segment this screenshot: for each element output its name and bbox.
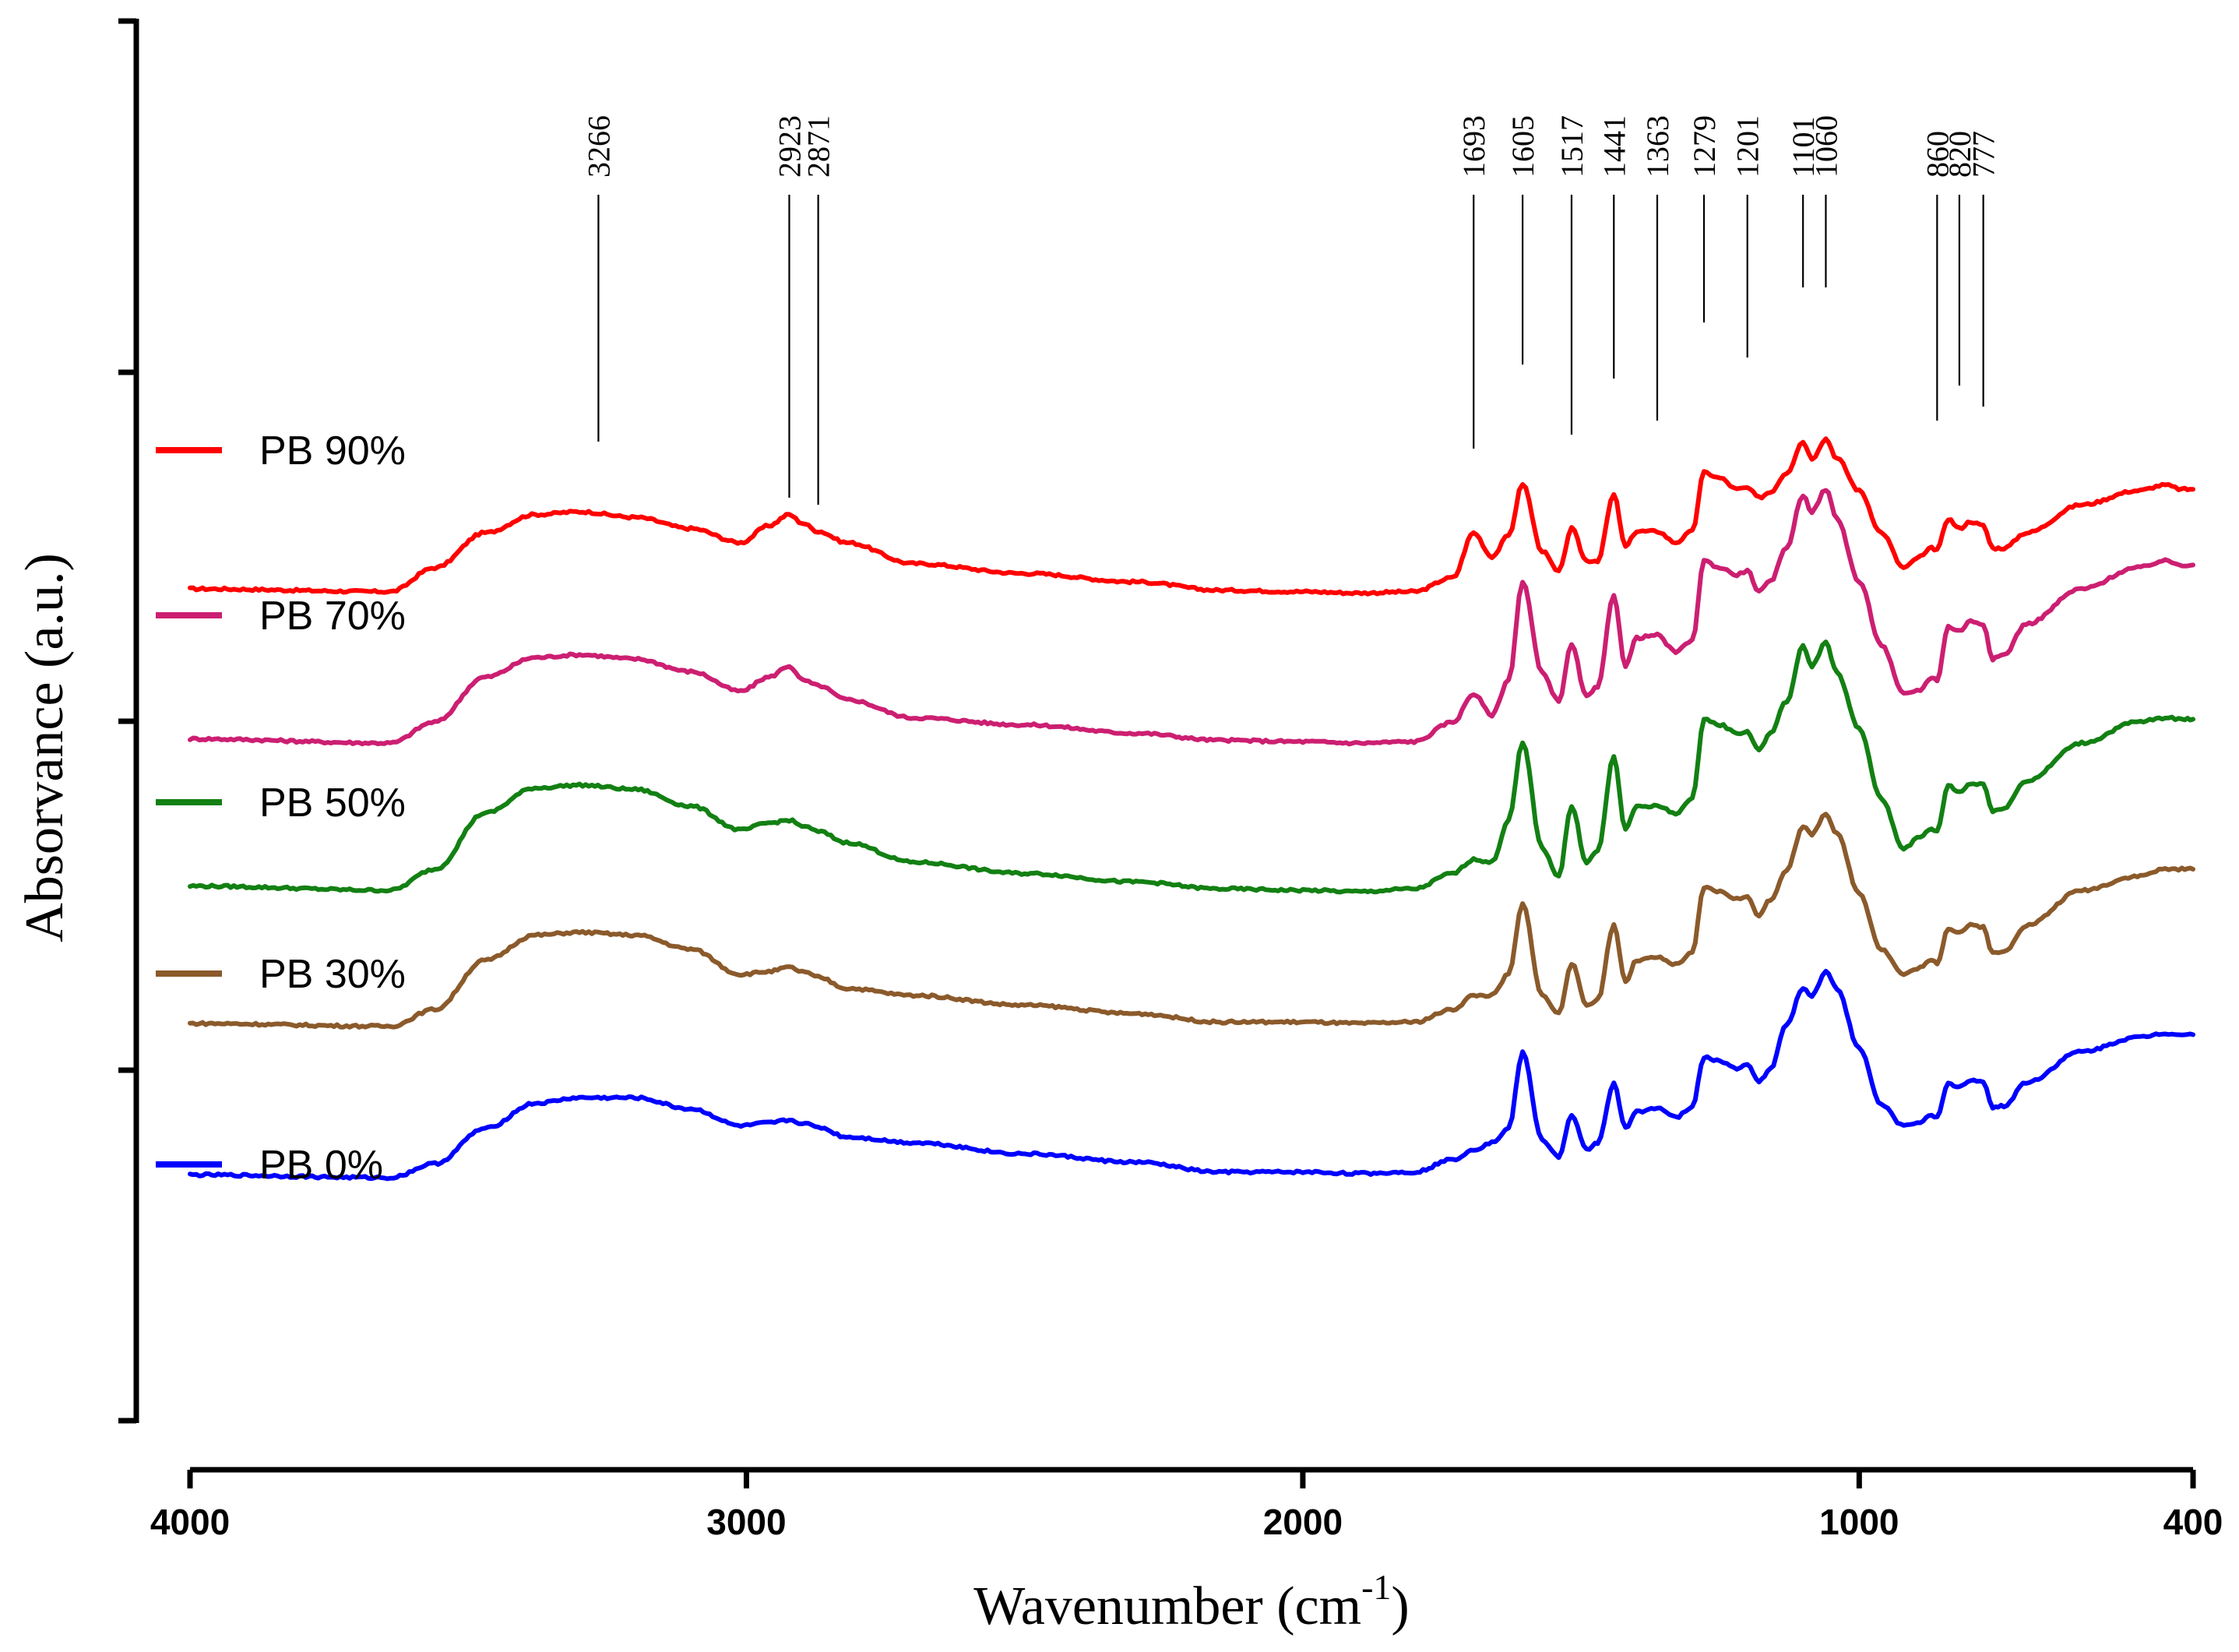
peak-label: 1101 <box>1786 116 1821 178</box>
peak-label: 3266 <box>581 115 616 178</box>
x-tick-label: 400 <box>2163 1502 2223 1542</box>
legend-label: PB 90% <box>259 428 406 474</box>
peak-label: 777 <box>1966 131 2001 178</box>
y-axis-title: Absorvance (a.u.) <box>15 553 75 942</box>
peak-annotation: 3266 <box>581 115 616 442</box>
legend-item: PB 0% <box>156 1143 383 1188</box>
x-tick-label: 2000 <box>1263 1502 1343 1542</box>
peak-annotation: 820 <box>1942 131 1977 386</box>
legend: PB 90% PB 70% PB 50% PB 30% PB 0% <box>156 428 406 1188</box>
x-tick-label: 1000 <box>1819 1502 1899 1542</box>
legend-label: PB 30% <box>259 952 406 997</box>
peak-label: 2871 <box>801 115 836 178</box>
peak-label: 2923 <box>772 115 807 178</box>
peak-annotation: 1517 <box>1554 115 1589 435</box>
peak-annotation: 777 <box>1966 131 2001 407</box>
x-tick-label: 4000 <box>150 1502 230 1542</box>
peak-label: 1517 <box>1554 115 1589 178</box>
peak-label: 1363 <box>1640 115 1675 178</box>
x-axis-title: Wavenumber (cm-1) <box>973 1567 1409 1636</box>
peak-label: 1279 <box>1687 115 1722 178</box>
peak-label: 1060 <box>1808 115 1843 178</box>
series-line-pb0 <box>188 968 2195 1182</box>
peak-label: 820 <box>1942 131 1977 178</box>
x-axis: 4000 3000 2000 1000 400 Wavenumber (cm-1) <box>150 1467 2223 1636</box>
peak-annotation: 1279 <box>1687 115 1722 322</box>
x-tick-label: 3000 <box>706 1502 786 1542</box>
legend-label: PB 50% <box>259 780 406 826</box>
peak-annotation: 1441 <box>1597 115 1632 379</box>
peak-annotation: 860 <box>1920 131 1955 421</box>
peak-annotation: 1363 <box>1640 115 1675 421</box>
peak-label: 1201 <box>1730 115 1766 178</box>
peak-annotation: 1201 <box>1730 115 1766 358</box>
peak-annotation: 2871 <box>801 115 836 505</box>
series-line-pb70 <box>188 488 2195 747</box>
peak-annotation: 1693 <box>1456 115 1491 449</box>
peak-annotation: 1060 <box>1808 115 1843 287</box>
y-axis: Absorvance (a.u.) <box>15 18 139 1424</box>
peak-label: 1693 <box>1456 115 1491 178</box>
legend-label: PB 70% <box>259 594 406 639</box>
legend-item: PB 90% <box>156 428 406 474</box>
peak-label: 860 <box>1920 131 1955 178</box>
peak-label: 1605 <box>1505 115 1540 178</box>
legend-label: PB 0% <box>259 1143 383 1188</box>
series-line-pb50 <box>188 639 2195 895</box>
legend-item: PB 70% <box>156 594 406 639</box>
series-line-pb90 <box>188 436 2195 597</box>
legend-item: PB 50% <box>156 780 406 826</box>
peak-annotation: 2923 <box>772 115 807 498</box>
legend-item: PB 30% <box>156 952 406 997</box>
plot-area <box>188 436 2195 1182</box>
peak-annotation: 1101 <box>1786 116 1821 287</box>
series-line-pb30 <box>188 812 2195 1030</box>
peak-annotation: 1605 <box>1505 115 1540 365</box>
peak-label: 1441 <box>1597 115 1632 178</box>
